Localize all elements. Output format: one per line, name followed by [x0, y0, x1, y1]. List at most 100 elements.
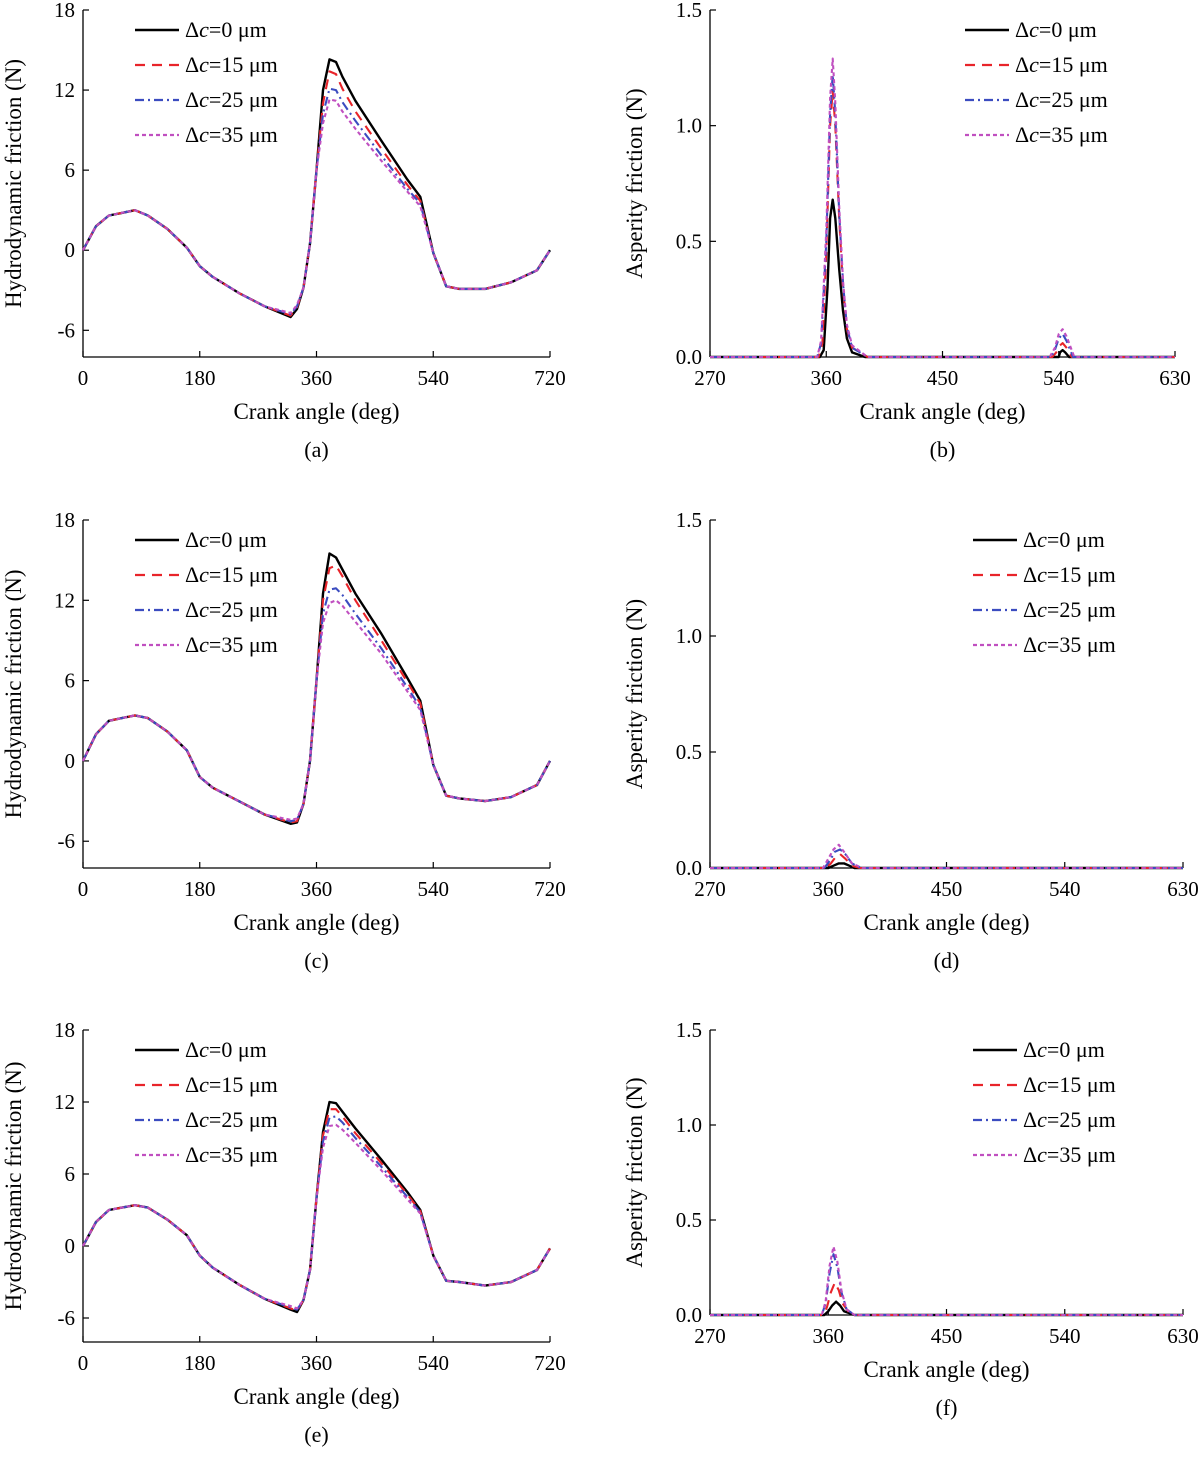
x-tick-label: 180	[184, 877, 216, 901]
legend-label-dc-35: Δc=35 μm	[185, 1142, 278, 1167]
x-tick-label: 180	[184, 366, 216, 390]
x-tick-label: 630	[1167, 1324, 1199, 1348]
chart-panel-d: 0.0 0.5 1.0 1.5 270 360 450 540 630 Crank angle (…	[622, 508, 1199, 973]
series-line-dc-0	[710, 198, 1175, 359]
legend-label-dc-25: Δc=25 μm	[1023, 1107, 1116, 1132]
panel-label: (e)	[304, 1422, 328, 1447]
y-tick-label: 0.0	[676, 856, 702, 880]
legend-label-dc-0: Δc=0 μm	[1023, 1037, 1105, 1062]
legend-label-dc-25: Δc=25 μm	[185, 87, 278, 112]
legend-label-dc-15: Δc=15 μm	[185, 562, 278, 587]
legend-label-dc-25: Δc=25 μm	[185, 1107, 278, 1132]
x-tick-label: 360	[301, 366, 333, 390]
series-line-dc-35	[710, 843, 1183, 870]
y-tick-label: 1.5	[676, 1018, 702, 1042]
x-tick-label: 360	[301, 877, 333, 901]
series-line-dc-25	[710, 1253, 1183, 1317]
panel-label: (d)	[934, 948, 960, 973]
x-tick-label: 360	[811, 366, 843, 390]
legend-value: =35 μm	[209, 632, 278, 657]
y-tick-label: 12	[54, 78, 75, 102]
legend-c-symbol: c	[1037, 562, 1047, 587]
legend-value: =0 μm	[209, 17, 267, 42]
x-tick-label: 450	[931, 1324, 963, 1348]
x-tick-label: 180	[184, 1351, 216, 1375]
legend-label-dc-25: Δc=25 μm	[1023, 597, 1116, 622]
legend-delta-symbol: Δ	[1023, 562, 1037, 587]
series-line-dc-25	[82, 1115, 551, 1311]
series-line-dc-35	[710, 57, 1175, 359]
legend-label-dc-35: Δc=35 μm	[185, 122, 278, 147]
chart-panel-f: 0.0 0.5 1.0 1.5 270 360 450 540 630 Crank angle (…	[622, 1018, 1199, 1420]
legend-value: =15 μm	[1047, 1072, 1116, 1097]
legend-value: =15 μm	[209, 562, 278, 587]
legend-delta-symbol: Δ	[185, 1142, 199, 1167]
legend-label-dc-15: Δc=15 μm	[185, 52, 278, 77]
legend-value: =25 μm	[1039, 87, 1108, 112]
y-tick-label: -6	[58, 829, 76, 853]
legend-c-symbol: c	[1037, 597, 1047, 622]
legend-delta-symbol: Δ	[1015, 52, 1029, 77]
legend-c-symbol: c	[1037, 632, 1047, 657]
legend-value: =35 μm	[209, 122, 278, 147]
legend-label-dc-15: Δc=15 μm	[185, 1072, 278, 1097]
x-tick-label: 270	[694, 877, 726, 901]
y-axis-title: Asperity friction (N)	[622, 599, 647, 789]
legend-label-dc-15: Δc=15 μm	[1015, 52, 1108, 77]
legend-value: =25 μm	[1047, 1107, 1116, 1132]
x-tick-label: 450	[931, 877, 963, 901]
y-tick-label: 1.0	[676, 1113, 702, 1137]
legend-delta-symbol: Δ	[185, 52, 199, 77]
y-tick-label: 18	[54, 0, 75, 22]
legend-delta-symbol: Δ	[185, 1107, 199, 1132]
x-axis-title: Crank angle (deg)	[859, 399, 1025, 424]
legend-c-symbol: c	[1029, 122, 1039, 147]
legend-delta-symbol: Δ	[185, 122, 199, 147]
legend-value: =25 μm	[209, 87, 278, 112]
y-tick-label: 6	[65, 669, 76, 693]
series-line-dc-0	[81, 58, 552, 319]
x-tick-label: 540	[418, 366, 450, 390]
x-tick-label: 0	[78, 1351, 89, 1375]
x-tick-label: 270	[694, 366, 726, 390]
legend-label-dc-25: Δc=25 μm	[1015, 87, 1108, 112]
y-axis-title: Asperity friction (N)	[622, 88, 647, 278]
legend-value: =35 μm	[209, 1142, 278, 1167]
x-tick-label: 360	[813, 877, 845, 901]
x-tick-label: 630	[1167, 877, 1199, 901]
x-tick-label: 720	[534, 1351, 566, 1375]
x-tick-label: 540	[1049, 1324, 1081, 1348]
legend-delta-symbol: Δ	[1023, 1072, 1037, 1097]
legend-label-dc-35: Δc=35 μm	[1015, 122, 1108, 147]
legend-value: =15 μm	[1039, 52, 1108, 77]
legend-value: =0 μm	[209, 1037, 267, 1062]
series-line-dc-25	[710, 73, 1175, 359]
y-tick-label: 0.5	[676, 229, 702, 253]
x-tick-label: 450	[927, 366, 959, 390]
panel-label: (a)	[304, 437, 328, 462]
legend-c-symbol: c	[1029, 52, 1039, 77]
y-tick-label: 0.5	[676, 1208, 702, 1232]
legend-delta-symbol: Δ	[1023, 1107, 1037, 1132]
y-tick-label: 0.0	[676, 345, 702, 369]
legend-c-symbol: c	[199, 632, 209, 657]
legend-delta-symbol: Δ	[1023, 597, 1037, 622]
legend-c-symbol: c	[1037, 527, 1047, 552]
series-line-dc-35	[82, 98, 551, 315]
y-tick-label: 0.0	[676, 1303, 702, 1327]
legend-value: =15 μm	[209, 1072, 278, 1097]
legend-label-dc-0: Δc=0 μm	[185, 17, 267, 42]
legend-value: =35 μm	[1047, 632, 1116, 657]
legend-label-dc-0: Δc=0 μm	[1023, 527, 1105, 552]
legend-value: =15 μm	[1047, 562, 1116, 587]
legend-delta-symbol: Δ	[1023, 527, 1037, 552]
series-line-dc-35	[82, 1123, 551, 1310]
x-tick-label: 630	[1159, 366, 1191, 390]
legend-c-symbol: c	[1037, 1037, 1047, 1062]
legend-value: =0 μm	[209, 527, 267, 552]
panel-label: (f)	[936, 1395, 958, 1420]
legend-label-dc-15: Δc=15 μm	[1023, 562, 1116, 587]
panel-label: (c)	[304, 948, 328, 973]
